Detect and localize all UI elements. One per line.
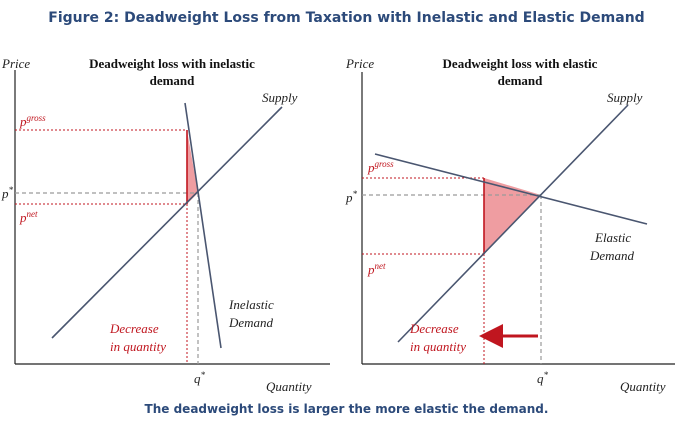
left-p-star-label: p* [1, 185, 14, 201]
left-panel: Price Quantity Deadweight loss with inel… [1, 56, 330, 394]
left-y-axis-label: Price [1, 56, 30, 71]
left-heading-line1: Deadweight loss with inelastic [89, 56, 255, 71]
left-decrease-label-line2: in quantity [110, 339, 166, 354]
right-heading-line1: Deadweight loss with elastic [443, 56, 598, 71]
right-p-star-label: p* [345, 189, 358, 205]
left-supply-curve [51, 106, 283, 339]
right-demand-label-line1: Elastic [594, 230, 631, 245]
left-p-net-label: pnet [19, 209, 38, 225]
left-deadweight-loss-area [187, 130, 198, 204]
right-panel: Price Quantity Deadweight loss with elas… [345, 56, 675, 394]
right-decrease-label-line1: Decrease [409, 321, 459, 336]
figure-caption: The deadweight loss is larger the more e… [144, 402, 549, 416]
figure-title: Figure 2: Deadweight Loss from Taxation … [48, 10, 645, 26]
left-heading-line2: demand [150, 73, 196, 88]
left-decrease-label-line1: Decrease [109, 321, 159, 336]
right-heading-line2: demand [498, 73, 544, 88]
left-x-axis-label: Quantity [266, 379, 312, 394]
right-x-axis-label: Quantity [620, 379, 666, 394]
left-q-star-label: q* [194, 370, 206, 386]
right-q-star-label: q* [537, 370, 549, 386]
right-p-net-label: pnet [367, 261, 386, 277]
right-decrease-label-line2: in quantity [410, 339, 466, 354]
right-supply-label: Supply [607, 90, 643, 105]
right-deadweight-loss-area [484, 178, 541, 254]
right-y-axis-label: Price [345, 56, 374, 71]
right-supply-curve [397, 104, 629, 343]
right-demand-label-line2: Demand [589, 248, 635, 263]
right-demand-curve [374, 153, 648, 225]
left-supply-label: Supply [262, 90, 298, 105]
left-demand-label-line2: Demand [228, 315, 274, 330]
right-p-gross-label: pgross [367, 159, 394, 175]
left-p-gross-label: pgross [19, 113, 46, 129]
left-demand-curve [184, 102, 222, 349]
left-demand-label-line1: Inelastic [228, 297, 274, 312]
